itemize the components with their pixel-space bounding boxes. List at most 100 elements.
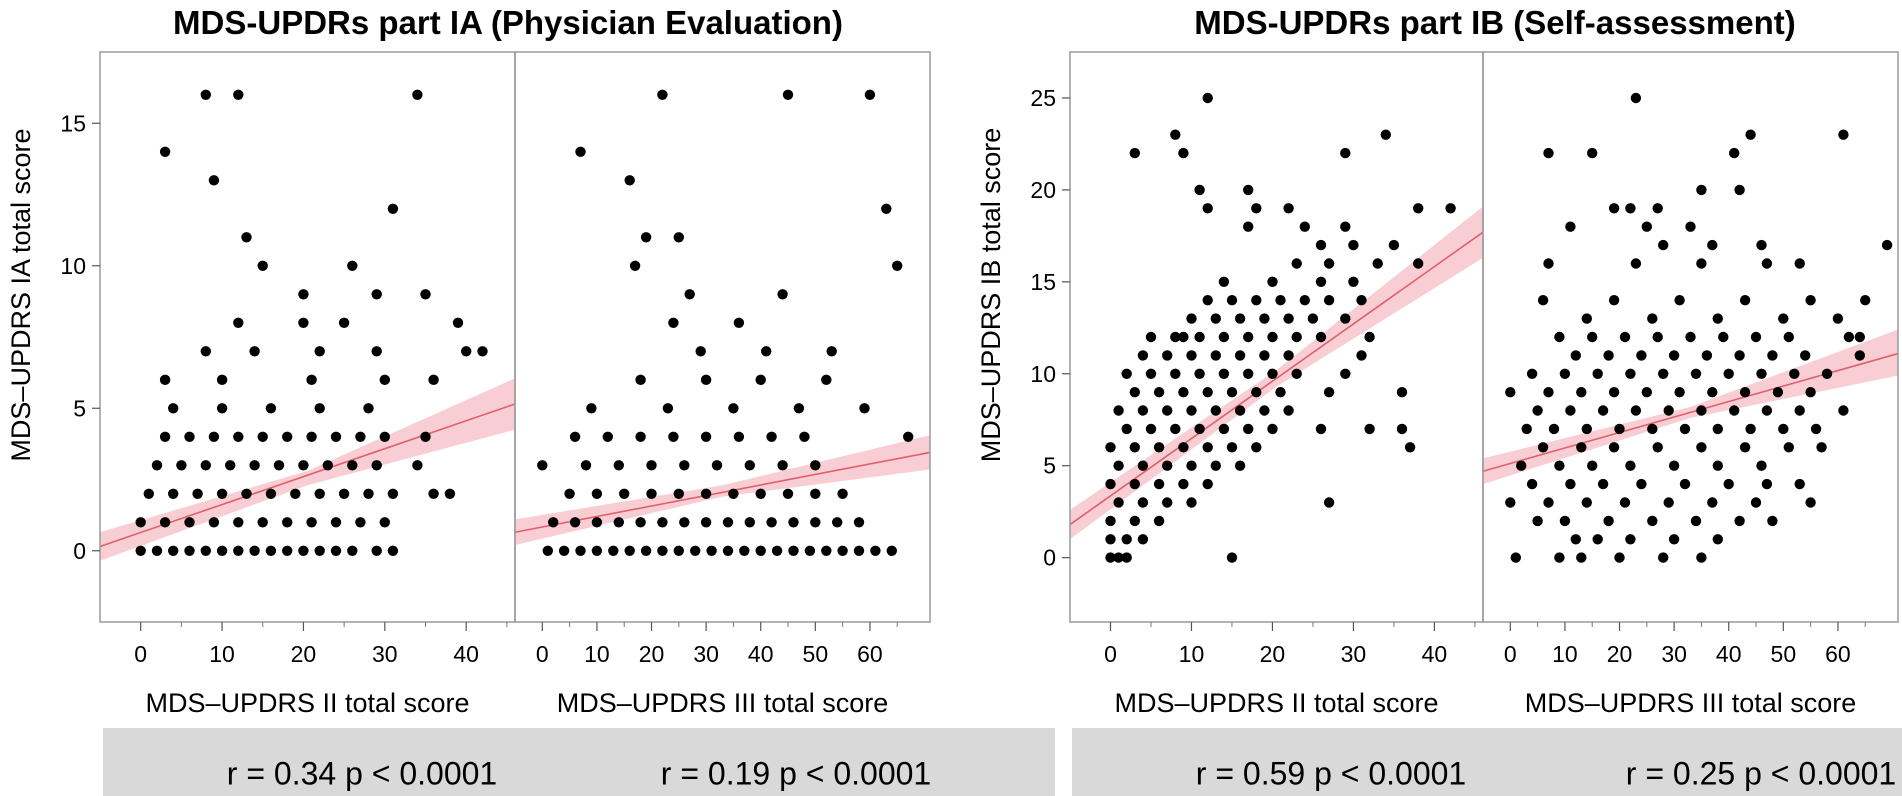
data-point bbox=[575, 545, 586, 556]
data-point bbox=[1625, 534, 1636, 545]
data-point bbox=[1756, 460, 1767, 471]
data-point bbox=[864, 89, 876, 101]
data-point bbox=[1291, 331, 1302, 343]
data-point bbox=[1194, 331, 1205, 343]
data-point bbox=[1619, 497, 1631, 508]
data-point bbox=[1587, 460, 1598, 471]
data-point bbox=[744, 517, 755, 528]
data-point bbox=[1226, 387, 1238, 398]
data-point bbox=[1194, 423, 1205, 435]
data-point bbox=[159, 517, 171, 528]
data-point bbox=[821, 545, 832, 556]
data-point bbox=[298, 460, 309, 471]
fit-line bbox=[514, 451, 931, 534]
data-point bbox=[1608, 387, 1620, 398]
data-point bbox=[1712, 313, 1724, 324]
data-point bbox=[1202, 92, 1213, 104]
data-point bbox=[1129, 515, 1141, 527]
data-point bbox=[282, 545, 293, 556]
data-point bbox=[1202, 442, 1213, 453]
confidence-band bbox=[100, 378, 515, 561]
data-point bbox=[657, 517, 668, 528]
data-point bbox=[1668, 460, 1680, 471]
data-point bbox=[788, 545, 799, 556]
data-point bbox=[1712, 534, 1724, 545]
data-point bbox=[1805, 387, 1816, 398]
data-point bbox=[1516, 460, 1527, 471]
data-point bbox=[306, 517, 317, 528]
data-point bbox=[1243, 331, 1254, 343]
data-point bbox=[728, 488, 739, 499]
data-point bbox=[135, 517, 146, 528]
data-point bbox=[1647, 313, 1658, 324]
x-axis-label: MDS–UPDRS III total score bbox=[1525, 688, 1857, 718]
data-point bbox=[1267, 331, 1278, 343]
data-point bbox=[1761, 405, 1773, 416]
data-point bbox=[1603, 350, 1614, 361]
data-point bbox=[1679, 423, 1691, 435]
data-point bbox=[1647, 515, 1658, 527]
data-point bbox=[379, 517, 390, 528]
data-point bbox=[1129, 387, 1141, 398]
data-point bbox=[1608, 442, 1620, 453]
data-point bbox=[1153, 478, 1165, 490]
data-point bbox=[755, 545, 766, 556]
data-point bbox=[1505, 497, 1516, 508]
data-point bbox=[1668, 350, 1680, 361]
data-point bbox=[249, 346, 260, 357]
data-point bbox=[1226, 442, 1238, 453]
data-point bbox=[200, 460, 211, 471]
data-point bbox=[452, 317, 464, 328]
data-point bbox=[777, 460, 788, 471]
data-point bbox=[1543, 497, 1554, 508]
data-point bbox=[903, 431, 914, 442]
data-point bbox=[1636, 478, 1647, 490]
data-point bbox=[1404, 442, 1416, 453]
data-point bbox=[766, 517, 777, 528]
data-point bbox=[1226, 552, 1238, 563]
data-point bbox=[379, 431, 390, 442]
data-point bbox=[1299, 221, 1311, 232]
data-point bbox=[782, 488, 794, 499]
data-point bbox=[1696, 552, 1707, 563]
data-point bbox=[1380, 129, 1392, 140]
data-point bbox=[1251, 387, 1262, 398]
data-point bbox=[1121, 368, 1132, 379]
data-point bbox=[837, 545, 848, 556]
stat-text: r = 0.25 p < 0.0001 bbox=[1626, 756, 1896, 792]
data-point bbox=[1251, 203, 1262, 214]
data-point bbox=[635, 431, 646, 442]
data-point bbox=[1537, 295, 1549, 306]
data-point bbox=[1707, 387, 1718, 398]
data-point bbox=[1259, 350, 1270, 361]
data-point bbox=[1315, 423, 1327, 435]
ylabel-ia: MDS–UPDRS IA total score bbox=[6, 128, 36, 461]
data-point bbox=[1145, 423, 1157, 435]
data-point bbox=[1570, 534, 1582, 545]
data-point bbox=[1356, 295, 1367, 306]
data-point bbox=[428, 488, 439, 499]
data-point bbox=[657, 89, 668, 101]
data-point bbox=[159, 374, 171, 385]
data-point bbox=[766, 431, 777, 442]
data-point bbox=[793, 403, 805, 414]
data-point bbox=[870, 545, 881, 556]
data-point bbox=[1800, 350, 1811, 361]
data-point bbox=[265, 403, 277, 414]
data-point bbox=[151, 460, 163, 471]
data-point bbox=[1881, 239, 1893, 251]
data-point bbox=[1234, 350, 1246, 361]
data-point bbox=[1194, 184, 1205, 196]
data-point bbox=[168, 488, 179, 499]
data-point bbox=[1259, 313, 1270, 324]
data-point bbox=[290, 488, 301, 499]
data-point bbox=[1674, 295, 1685, 306]
data-point bbox=[1129, 442, 1141, 453]
data-point bbox=[1202, 203, 1213, 214]
data-point bbox=[1548, 423, 1560, 435]
data-point bbox=[143, 488, 154, 499]
data-point bbox=[379, 374, 390, 385]
y-tick-label: 15 bbox=[1030, 269, 1056, 295]
data-point bbox=[200, 346, 211, 357]
data-point bbox=[1210, 350, 1222, 361]
